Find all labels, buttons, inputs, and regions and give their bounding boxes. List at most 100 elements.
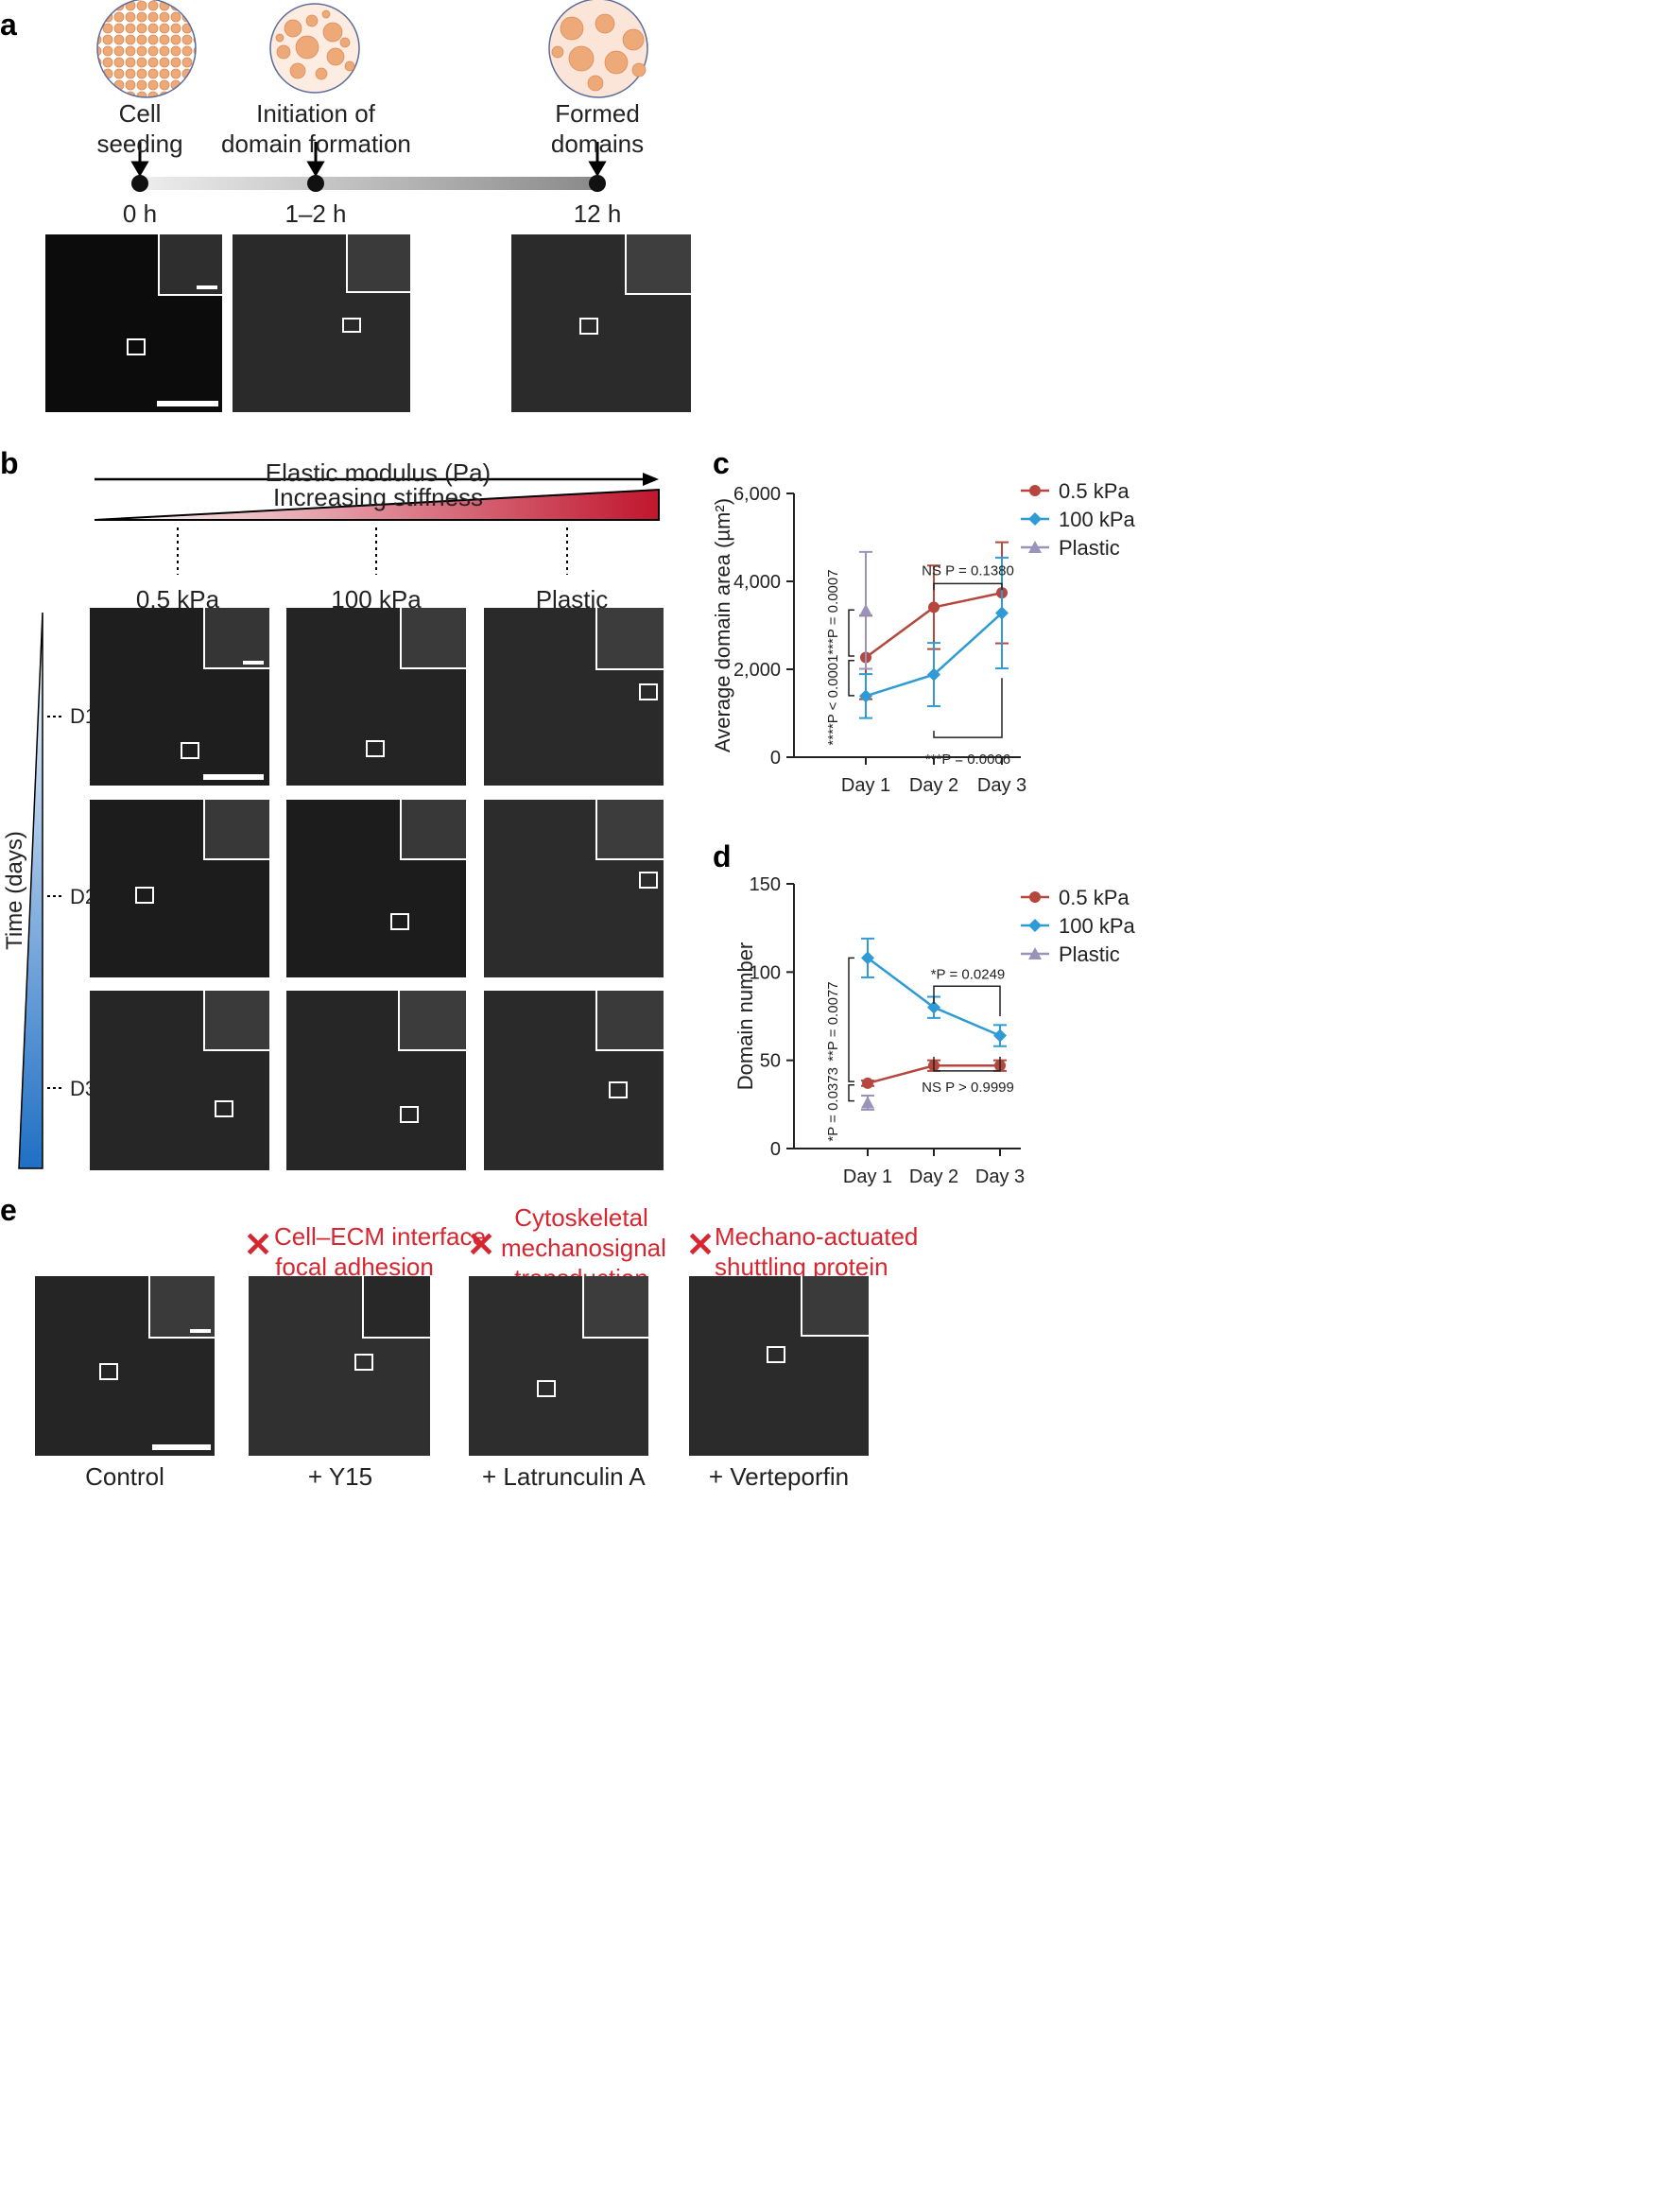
- y-tick-label: 6,000: [733, 484, 781, 505]
- micrograph-y15: [249, 1276, 430, 1456]
- x-tick-label: Day 1: [841, 775, 890, 796]
- micrograph-d3-100kpa: [286, 991, 466, 1170]
- legend-label: 0.5 kPa: [1059, 479, 1130, 503]
- roi-d1-100kpa: [366, 740, 385, 757]
- y-axis-label: Average domain area (µm²): [711, 498, 734, 752]
- micrograph-d3-plastic: [484, 991, 664, 1170]
- annotation-left-2: **P = 0.0077: [825, 981, 841, 1061]
- y-tick-label: 150: [750, 874, 781, 895]
- micrograph-d2-100kpa: [286, 800, 466, 977]
- inset-formed: [625, 234, 691, 295]
- micrograph-d1-0-5kpa: [90, 608, 269, 786]
- inset-verteporfin: [801, 1276, 869, 1337]
- increasing-stiffness-label: Increasing stiffness: [272, 483, 484, 511]
- legend-marker: [1029, 485, 1041, 496]
- legend-label: 0.5 kPa: [1059, 886, 1130, 909]
- inhibit-label-verteporfin: Mechano-actuated shuttling protein: [715, 1222, 919, 1281]
- data-point: [993, 1028, 1007, 1043]
- inset-d3-0-5kpa: [203, 991, 269, 1051]
- time-12h: 12 h: [573, 199, 622, 228]
- data-point: [995, 606, 1009, 620]
- chart-domain-number: 0 50 100 150 Day 1 Day 2 Day 3 Domain number 0.5…: [733, 874, 1135, 1187]
- panel-letter-a: a: [0, 8, 17, 42]
- significance-bracket: [848, 957, 854, 1082]
- cross-icon-y15: ✕: [244, 1225, 273, 1264]
- roi-y15: [354, 1354, 373, 1371]
- roi-initiation: [342, 318, 361, 333]
- condition-label-y15: + Y15: [307, 1462, 373, 1491]
- roi-d1-plastic: [639, 683, 658, 700]
- annotation-bottom: NS P > 0.9999: [922, 1080, 1014, 1096]
- time-axis-label: Time (days): [2, 831, 27, 950]
- inset-seeding: [158, 234, 222, 296]
- significance-bracket: [848, 609, 854, 657]
- y-axis-label: Domain number: [733, 942, 757, 1091]
- annotation-left-1: ****P < 0.0001: [825, 655, 841, 746]
- inset-y15: [362, 1276, 430, 1339]
- stage-0-label: Cell seeding: [96, 99, 183, 158]
- data-point: [861, 1096, 874, 1109]
- significance-bracket: [848, 659, 854, 697]
- y-tick-label: 0: [770, 1139, 781, 1160]
- scale-bar-b: [203, 774, 264, 780]
- legend-marker: [1028, 541, 1042, 553]
- y-tick-label: 0: [770, 748, 781, 769]
- dish-seeding: [96, 0, 197, 98]
- micrograph-d2-0-5kpa: [90, 800, 269, 977]
- micrograph-latrunculin: [469, 1276, 648, 1456]
- dish-formed: [548, 0, 648, 98]
- micrograph-d1-plastic: [484, 608, 664, 786]
- annotation-left-1: *P = 0.0373: [825, 1067, 841, 1142]
- legend-label: 100 kPa: [1059, 914, 1135, 938]
- y-tick-label: 100: [750, 962, 781, 983]
- time-wedge: [18, 613, 64, 1169]
- significance-bracket: [933, 985, 1001, 1016]
- inset-d1-0-5kpa: [203, 608, 269, 669]
- inset-d3-plastic: [595, 991, 664, 1051]
- panel-letter-d: d: [713, 839, 732, 873]
- x-tick-label: Day 3: [975, 1166, 1025, 1187]
- legend-marker: [1028, 919, 1042, 932]
- annotation-top: NS P = 0.1380: [922, 563, 1014, 579]
- roi-latrunculin: [537, 1380, 556, 1397]
- micrograph-control: [35, 1276, 215, 1456]
- micrograph-initiation: [233, 234, 410, 412]
- condition-label-verteporfin: + Verteporfin: [708, 1462, 850, 1491]
- data-point: [861, 951, 874, 965]
- significance-bracket: [933, 678, 1003, 738]
- significance-bracket: [933, 1056, 1001, 1072]
- x-tick-label: Day 2: [909, 1166, 958, 1187]
- cross-icon-latrunculin: ✕: [467, 1225, 496, 1264]
- chart-average-domain-area: 0 2,000 4,000 6,000 Day 1 Day 2 Day 3 Average d…: [711, 479, 1135, 796]
- legend-marker: [1029, 891, 1041, 903]
- inset-d2-100kpa: [400, 800, 466, 860]
- data-point: [859, 603, 872, 616]
- inset-scale-bar-b: [243, 661, 264, 665]
- roi-d2-100kpa: [390, 913, 409, 930]
- annotation-bottom: ***P = 0.0006: [925, 752, 1010, 768]
- inset-d2-0-5kpa: [203, 800, 269, 860]
- scale-bar: [157, 401, 218, 406]
- roi-seeding: [127, 338, 146, 355]
- time-0h: 0 h: [122, 199, 158, 228]
- annotation-top: *P = 0.0249: [931, 966, 1006, 982]
- legend-label: Plastic: [1059, 942, 1120, 966]
- significance-bracket: [933, 582, 1003, 591]
- data-point: [927, 1000, 940, 1014]
- panel-b-header: [94, 473, 660, 575]
- time-1-2h: 1–2 h: [285, 199, 347, 228]
- micrograph-d2-plastic: [484, 800, 664, 977]
- legend-marker: [1028, 512, 1042, 526]
- condition-label-latrunculin: + Latrunculin A: [482, 1462, 646, 1491]
- data-point: [862, 1077, 873, 1089]
- roi-formed: [579, 318, 598, 335]
- inhibit-label-y15: Cell–ECM interface focal adhesion: [274, 1222, 486, 1281]
- legend-marker: [1028, 947, 1042, 959]
- condition-label-control: Control: [85, 1462, 164, 1491]
- elastic-modulus-label: Elastic modulus (Pa): [265, 458, 492, 487]
- annotation-left-2: ***P = 0.0007: [825, 569, 841, 654]
- roi-d3-100kpa: [400, 1106, 419, 1123]
- y-tick-label: 2,000: [733, 660, 781, 681]
- inset-initiation: [346, 234, 410, 293]
- stage-1-label: Initiation of domain formation: [221, 99, 411, 158]
